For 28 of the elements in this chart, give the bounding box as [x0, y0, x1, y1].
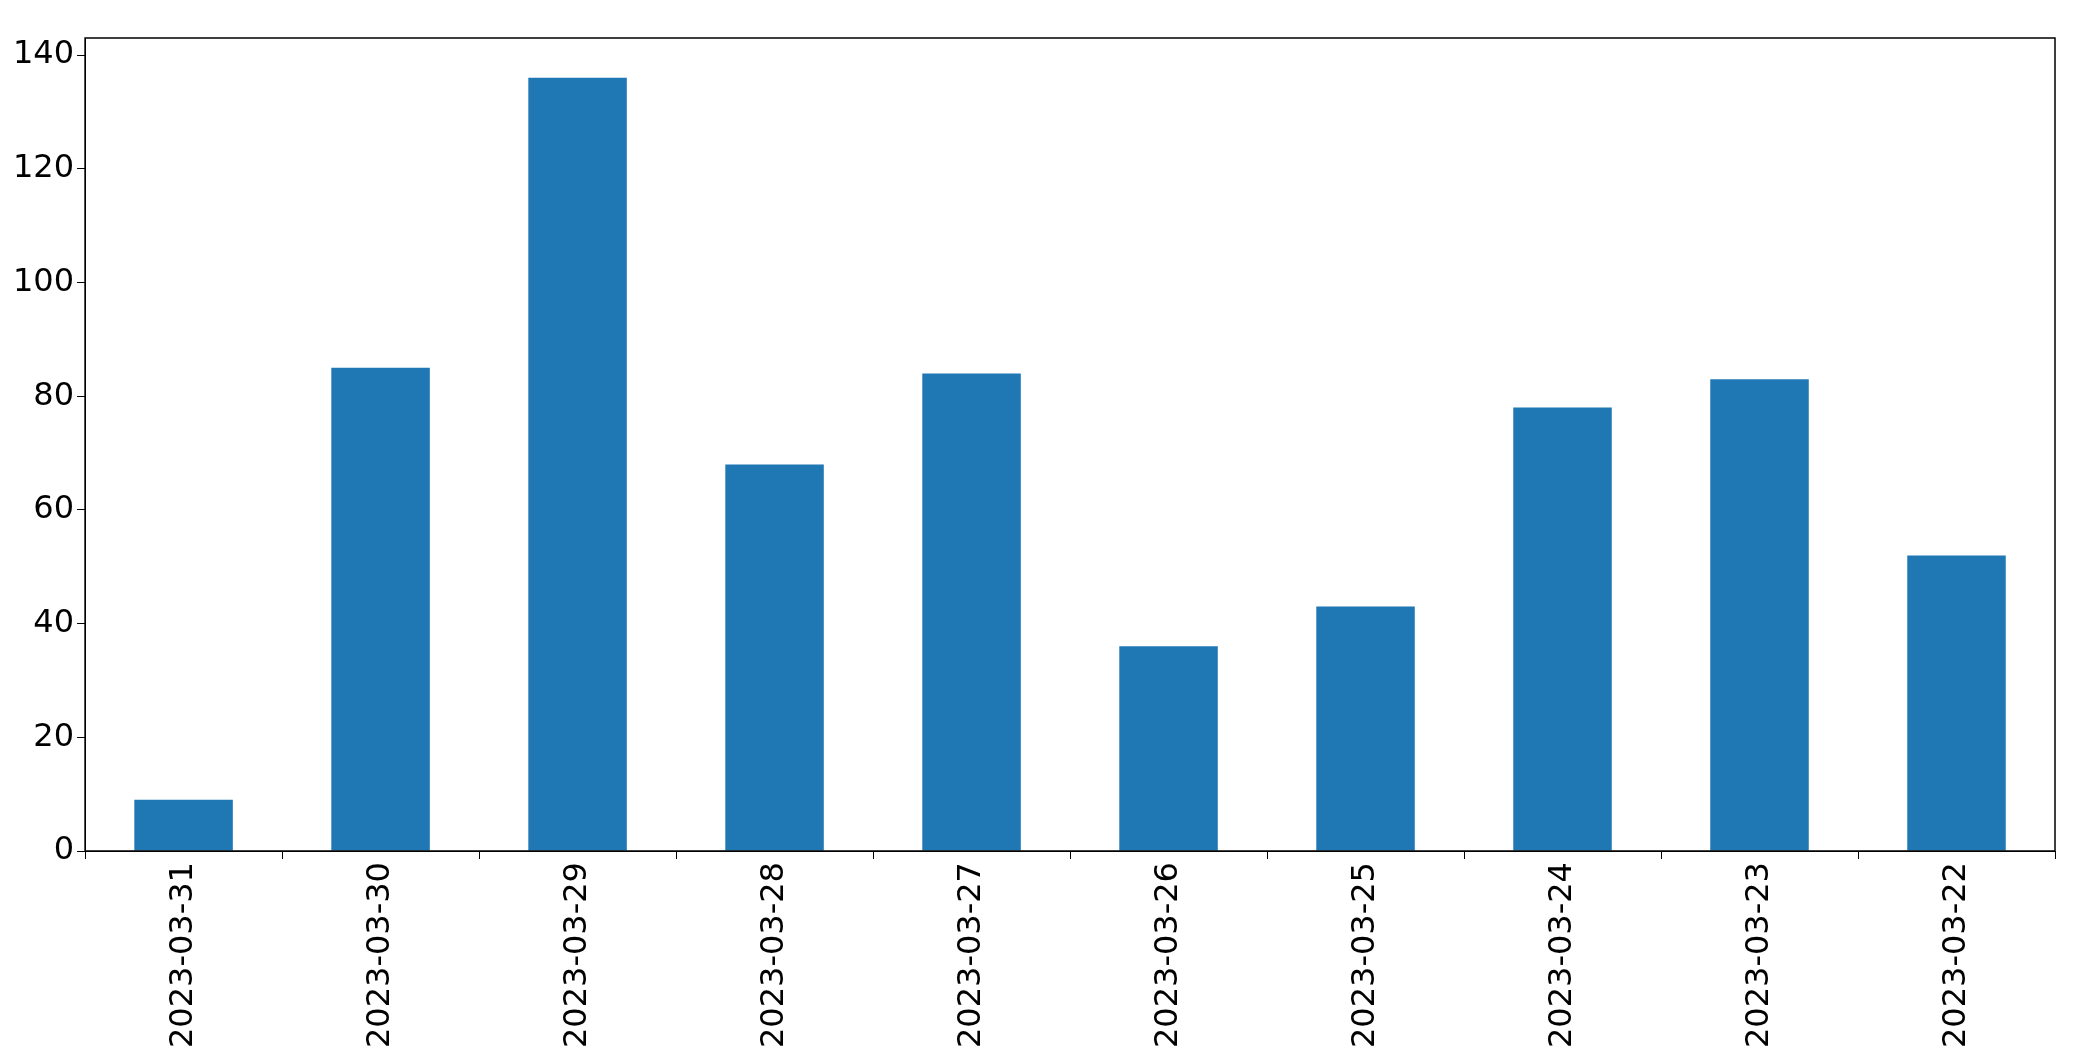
bar: [1710, 379, 1809, 851]
x-tick-label: 2023-03-30: [358, 862, 397, 1048]
x-tick-label: 2023-03-25: [1343, 862, 1382, 1048]
x-tick-label: 2023-03-23: [1737, 862, 1776, 1048]
bar: [134, 799, 233, 851]
y-tick-label: 120: [13, 147, 75, 186]
bar: [331, 367, 430, 851]
x-tick-label: 2023-03-27: [949, 862, 988, 1048]
x-tick-label: 2023-03-31: [161, 862, 200, 1048]
y-tick-label: 140: [13, 33, 75, 72]
y-tick-label: 0: [53, 829, 75, 868]
y-tick-label: 60: [33, 488, 75, 527]
y-tick-label: 80: [33, 374, 75, 413]
x-tick-label: 2023-03-26: [1146, 862, 1185, 1048]
bar: [1316, 606, 1415, 851]
bar: [528, 77, 627, 851]
y-tick-label: 20: [33, 715, 75, 754]
y-tick-label: 40: [33, 601, 75, 640]
bar: [922, 373, 1021, 851]
x-tick-label: 2023-03-28: [752, 862, 791, 1048]
bar: [725, 464, 824, 851]
x-tick-label: 2023-03-24: [1540, 862, 1579, 1048]
x-tick-label: 2023-03-29: [555, 862, 594, 1048]
y-tick-label: 100: [13, 260, 75, 299]
bar: [1119, 646, 1218, 851]
bar: [1513, 407, 1612, 851]
bar: [1907, 555, 2006, 851]
x-tick-label: 2023-03-22: [1934, 862, 1973, 1048]
